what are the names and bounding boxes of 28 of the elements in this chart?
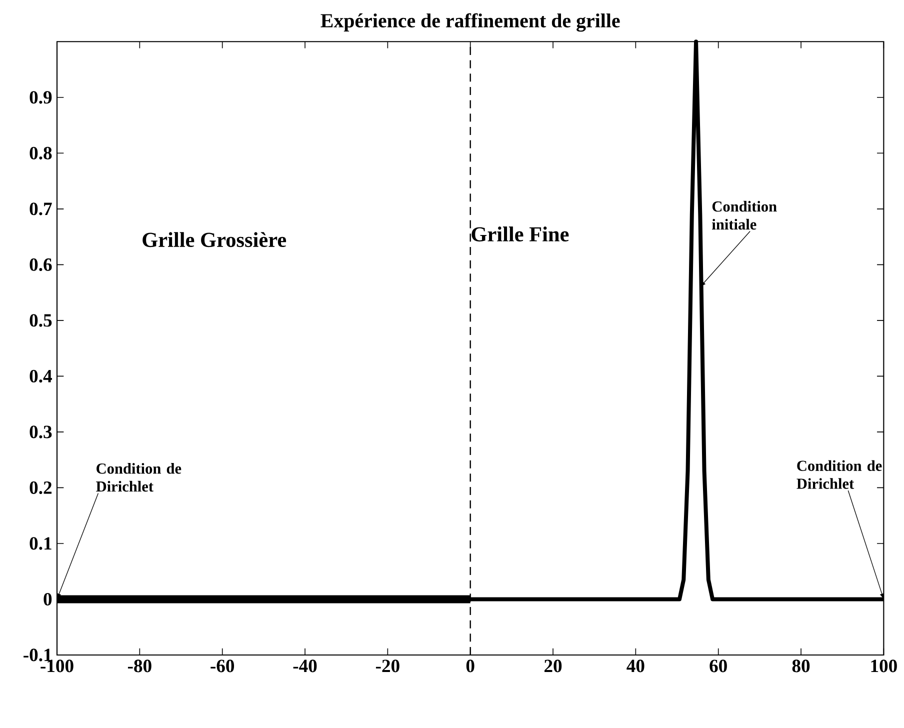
y-tick-label: 0.1	[30, 537, 52, 550]
x-tick-label: 40	[626, 660, 644, 672]
y-tick-label: 0.5	[30, 314, 52, 327]
annotation: Grille Fine	[472, 226, 569, 242]
x-tick-label: 80	[792, 660, 810, 672]
x-tick-label: -40	[293, 660, 317, 672]
y-tick-label: 0.4	[30, 370, 52, 383]
y-tick-label: -0.1	[24, 648, 52, 662]
annotation: Grille Grossière	[142, 232, 286, 248]
x-tick-label: 0	[466, 660, 474, 672]
annotation: Condition de Dirichlet	[796, 460, 882, 489]
y-tick-label: 0	[44, 592, 52, 606]
annotation: Condition initiale	[712, 200, 777, 230]
y-tick-label: 0.9	[30, 91, 52, 104]
chart-title: Expérience de raffinement de grille	[320, 13, 620, 32]
x-tick-label: 100	[871, 660, 897, 672]
y-tick-label: 0.3	[30, 426, 52, 438]
y-tick-label: 0.7	[30, 202, 52, 216]
x-tick-label: -80	[128, 660, 152, 672]
y-tick-label: 0.8	[30, 146, 52, 160]
x-tick-label: -60	[210, 660, 234, 672]
x-tick-label: 20	[544, 660, 562, 672]
x-tick-label: -20	[376, 660, 400, 672]
y-tick-label: 0.2	[30, 481, 52, 494]
x-tick-label: 60	[710, 660, 727, 672]
annotation: Condition de Dirichlet	[96, 463, 182, 492]
x-tick-label: -100	[40, 660, 74, 672]
y-tick-label: 0.6	[30, 258, 52, 271]
